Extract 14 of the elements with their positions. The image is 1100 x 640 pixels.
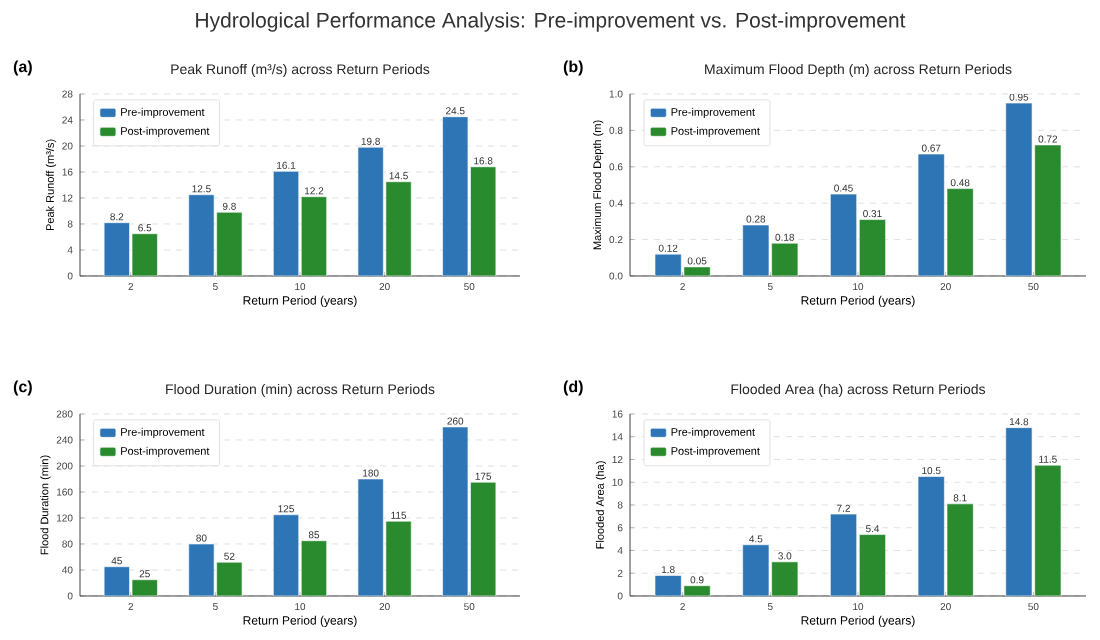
bar [742, 544, 770, 596]
chart-title: Hydrological Performance Analysis: Pre-improvement vs. Post-improvement [196, 12, 906, 32]
text: (b) [563, 60, 583, 76]
bar [385, 181, 412, 276]
bar [470, 166, 497, 276]
text: (a) [13, 60, 32, 76]
text: (c) [13, 380, 32, 396]
bar [830, 513, 857, 596]
bar [1005, 427, 1033, 596]
bar [216, 211, 243, 276]
bar [300, 196, 327, 276]
bar [917, 476, 945, 596]
bar [131, 233, 158, 276]
text: (d) [563, 380, 583, 396]
